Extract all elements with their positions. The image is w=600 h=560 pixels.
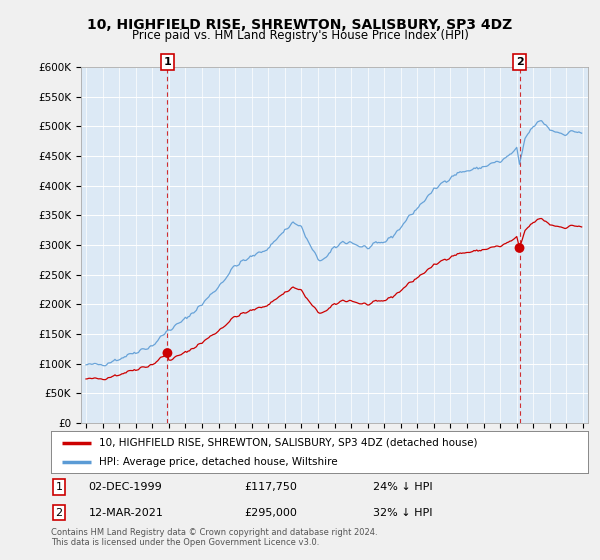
Point xyxy=(515,244,524,253)
Point xyxy=(163,348,172,357)
Text: 12-MAR-2021: 12-MAR-2021 xyxy=(89,508,163,517)
Text: 2: 2 xyxy=(515,57,523,67)
Text: 10, HIGHFIELD RISE, SHREWTON, SALISBURY, SP3 4DZ (detached house): 10, HIGHFIELD RISE, SHREWTON, SALISBURY,… xyxy=(100,437,478,447)
Text: 02-DEC-1999: 02-DEC-1999 xyxy=(89,482,163,492)
Text: 32% ↓ HPI: 32% ↓ HPI xyxy=(373,508,433,517)
Text: 1: 1 xyxy=(164,57,172,67)
Text: Price paid vs. HM Land Registry's House Price Index (HPI): Price paid vs. HM Land Registry's House … xyxy=(131,29,469,42)
Text: £295,000: £295,000 xyxy=(244,508,297,517)
Text: HPI: Average price, detached house, Wiltshire: HPI: Average price, detached house, Wilt… xyxy=(100,457,338,467)
Text: 10, HIGHFIELD RISE, SHREWTON, SALISBURY, SP3 4DZ: 10, HIGHFIELD RISE, SHREWTON, SALISBURY,… xyxy=(88,18,512,32)
Text: 24% ↓ HPI: 24% ↓ HPI xyxy=(373,482,433,492)
Text: 2: 2 xyxy=(55,508,62,517)
Text: Contains HM Land Registry data © Crown copyright and database right 2024.
This d: Contains HM Land Registry data © Crown c… xyxy=(51,528,377,547)
Text: 1: 1 xyxy=(56,482,62,492)
Text: £117,750: £117,750 xyxy=(244,482,297,492)
